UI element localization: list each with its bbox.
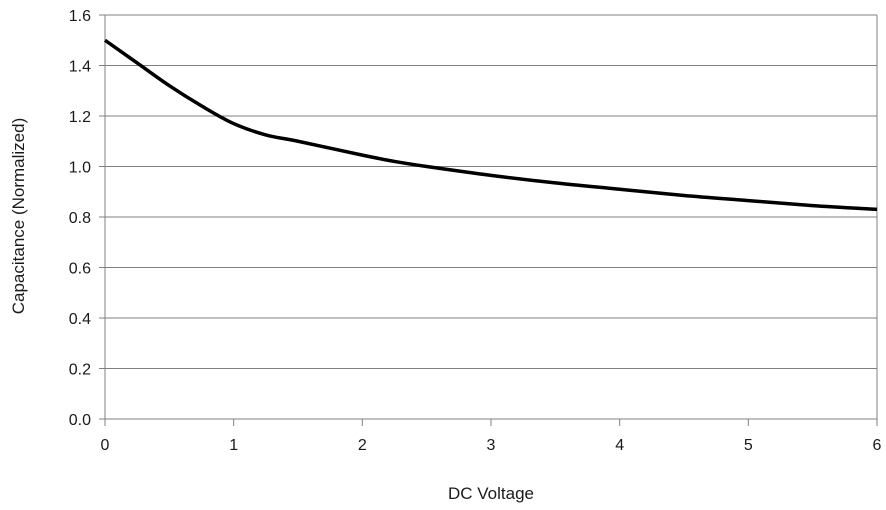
x-tick-label: 2 (358, 437, 367, 454)
y-tick-label: 0.6 (69, 261, 91, 278)
tick-labels: 0.0 0.2 0.4 0.6 0.8 1.0 1.2 1.4 1.6 0 1 2 3 4 5 6 (69, 8, 882, 454)
y-tick-label: 0.8 (69, 210, 91, 227)
x-tick-label: 4 (615, 437, 624, 454)
y-tick-label: 0.0 (69, 412, 91, 429)
grid (105, 14, 877, 369)
y-tick-label: 1.4 (69, 59, 91, 76)
y-tick-label: 0.4 (69, 311, 91, 328)
y-tick-label: 0.2 (69, 362, 91, 379)
x-axis-title: DC Voltage (448, 484, 534, 503)
x-tick-label: 0 (101, 437, 110, 454)
y-tick-label: 1.0 (69, 160, 91, 177)
y-axis-title: Capacitance (Normalized) (9, 118, 28, 315)
y-tick-label: 1.6 (69, 8, 91, 25)
x-tick-label: 1 (229, 437, 238, 454)
x-tick-label: 5 (744, 437, 753, 454)
series (103, 38, 878, 212)
series-line-0 (103, 38, 878, 212)
y-tick-label: 1.2 (69, 109, 91, 126)
x-tick-label: 6 (873, 437, 882, 454)
axes (99, 14, 878, 426)
x-tick-label: 3 (487, 437, 496, 454)
